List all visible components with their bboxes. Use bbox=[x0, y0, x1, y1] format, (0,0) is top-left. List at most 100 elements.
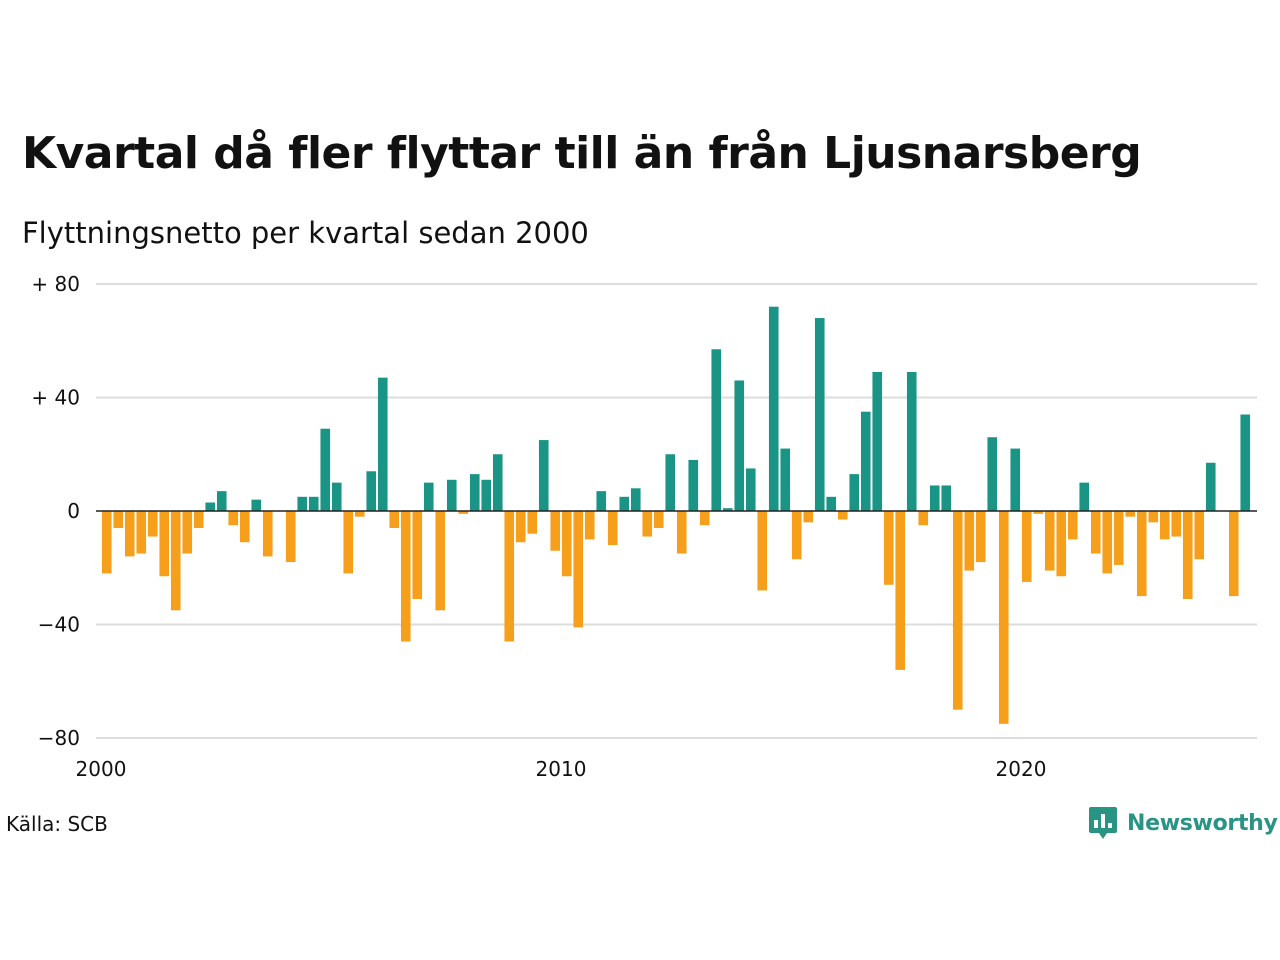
bar bbox=[1240, 414, 1251, 511]
bar bbox=[1125, 511, 1136, 517]
bar bbox=[435, 511, 446, 611]
bar bbox=[481, 479, 492, 511]
bar bbox=[987, 437, 998, 511]
newsworthy-chart-bubble-icon bbox=[1089, 807, 1117, 839]
bar bbox=[941, 485, 952, 511]
bar bbox=[412, 511, 423, 599]
bar bbox=[159, 511, 170, 577]
bars bbox=[101, 306, 1251, 724]
x-tick-label: 2000 bbox=[76, 757, 127, 781]
bar bbox=[297, 496, 308, 511]
gridlines bbox=[96, 283, 1257, 739]
bar bbox=[550, 511, 561, 551]
bar bbox=[205, 502, 216, 511]
bar bbox=[423, 482, 434, 512]
bar bbox=[389, 511, 400, 529]
y-tick-label: −40 bbox=[38, 613, 80, 637]
bar bbox=[688, 459, 699, 511]
bar bbox=[619, 496, 630, 511]
bar bbox=[918, 511, 929, 526]
bar bbox=[182, 511, 193, 554]
bar bbox=[780, 448, 791, 511]
bar bbox=[320, 428, 331, 511]
bar bbox=[170, 511, 181, 611]
bar bbox=[757, 511, 768, 591]
bar bbox=[1010, 448, 1021, 511]
bar bbox=[343, 511, 354, 574]
bar bbox=[722, 508, 733, 511]
bar bbox=[469, 474, 480, 511]
newsworthy-logo: Newsworthy bbox=[1088, 805, 1278, 841]
bar bbox=[147, 511, 158, 537]
bar bbox=[952, 511, 963, 710]
bar bbox=[1056, 511, 1067, 577]
bar bbox=[596, 491, 607, 511]
bar bbox=[584, 511, 595, 540]
bar-chart: + 80 + 40 0 −40 −80 2000 2010 2020 bbox=[31, 272, 1257, 781]
bar bbox=[803, 511, 814, 523]
bar bbox=[734, 380, 745, 511]
bar bbox=[354, 511, 365, 517]
bar bbox=[676, 511, 687, 554]
bar bbox=[906, 371, 917, 511]
bar bbox=[1171, 511, 1182, 537]
chart-title: Kvartal då fler flyttar till än från Lju… bbox=[22, 128, 1142, 179]
bar bbox=[504, 511, 515, 642]
bar bbox=[515, 511, 526, 543]
bar bbox=[860, 411, 871, 511]
bar bbox=[1182, 511, 1193, 599]
bar bbox=[768, 306, 779, 511]
bar bbox=[745, 468, 756, 511]
brand-name: Newsworthy bbox=[1127, 810, 1278, 836]
bar bbox=[458, 511, 469, 514]
bar bbox=[216, 491, 227, 511]
bar bbox=[193, 511, 204, 529]
bar bbox=[814, 318, 825, 511]
bar bbox=[826, 496, 837, 511]
bar bbox=[837, 511, 848, 520]
bar bbox=[872, 371, 883, 511]
axes: + 80 + 40 0 −40 −80 2000 2010 2020 bbox=[31, 272, 1257, 781]
y-tick-label: + 40 bbox=[31, 386, 80, 410]
bar bbox=[607, 511, 618, 546]
bar bbox=[1033, 511, 1044, 514]
bar bbox=[262, 511, 273, 557]
bar bbox=[998, 511, 1009, 724]
bar bbox=[653, 511, 664, 529]
bar bbox=[1194, 511, 1205, 560]
bar bbox=[1159, 511, 1170, 540]
bar bbox=[331, 482, 342, 512]
bar bbox=[538, 440, 549, 511]
bar bbox=[642, 511, 653, 537]
bar bbox=[285, 511, 296, 563]
bar bbox=[573, 511, 584, 628]
source-note: Källa: SCB bbox=[6, 812, 108, 836]
bar bbox=[895, 511, 906, 670]
chart-subtitle: Flyttningsnetto per kvartal sedan 2000 bbox=[22, 216, 589, 250]
bar bbox=[308, 496, 319, 511]
bar bbox=[228, 511, 239, 526]
y-tick-label: 0 bbox=[67, 499, 80, 523]
bar bbox=[124, 511, 135, 557]
bar bbox=[1148, 511, 1159, 523]
bar bbox=[699, 511, 710, 526]
bar bbox=[1136, 511, 1147, 597]
bar bbox=[964, 511, 975, 571]
y-tick-label: −80 bbox=[38, 726, 80, 750]
bar bbox=[239, 511, 250, 543]
y-tick-label: + 80 bbox=[31, 272, 80, 296]
bar bbox=[929, 485, 940, 511]
bar bbox=[1067, 511, 1078, 540]
bar bbox=[113, 511, 124, 529]
bar bbox=[446, 479, 457, 511]
bar bbox=[492, 454, 503, 511]
bar bbox=[251, 499, 262, 511]
bar bbox=[400, 511, 411, 642]
bar bbox=[883, 511, 894, 585]
bar bbox=[1102, 511, 1113, 574]
bar bbox=[1090, 511, 1101, 554]
bar bbox=[1113, 511, 1124, 565]
x-tick-label: 2010 bbox=[536, 757, 587, 781]
bar bbox=[377, 377, 388, 511]
bar bbox=[791, 511, 802, 560]
